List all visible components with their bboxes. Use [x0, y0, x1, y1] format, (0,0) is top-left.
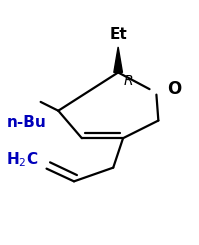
Text: H$_2$C: H$_2$C: [6, 150, 39, 169]
Text: R: R: [123, 74, 133, 88]
Text: Et: Et: [109, 27, 127, 42]
Text: O: O: [167, 80, 181, 98]
Text: n-Bu: n-Bu: [6, 115, 46, 130]
Polygon shape: [114, 47, 122, 73]
